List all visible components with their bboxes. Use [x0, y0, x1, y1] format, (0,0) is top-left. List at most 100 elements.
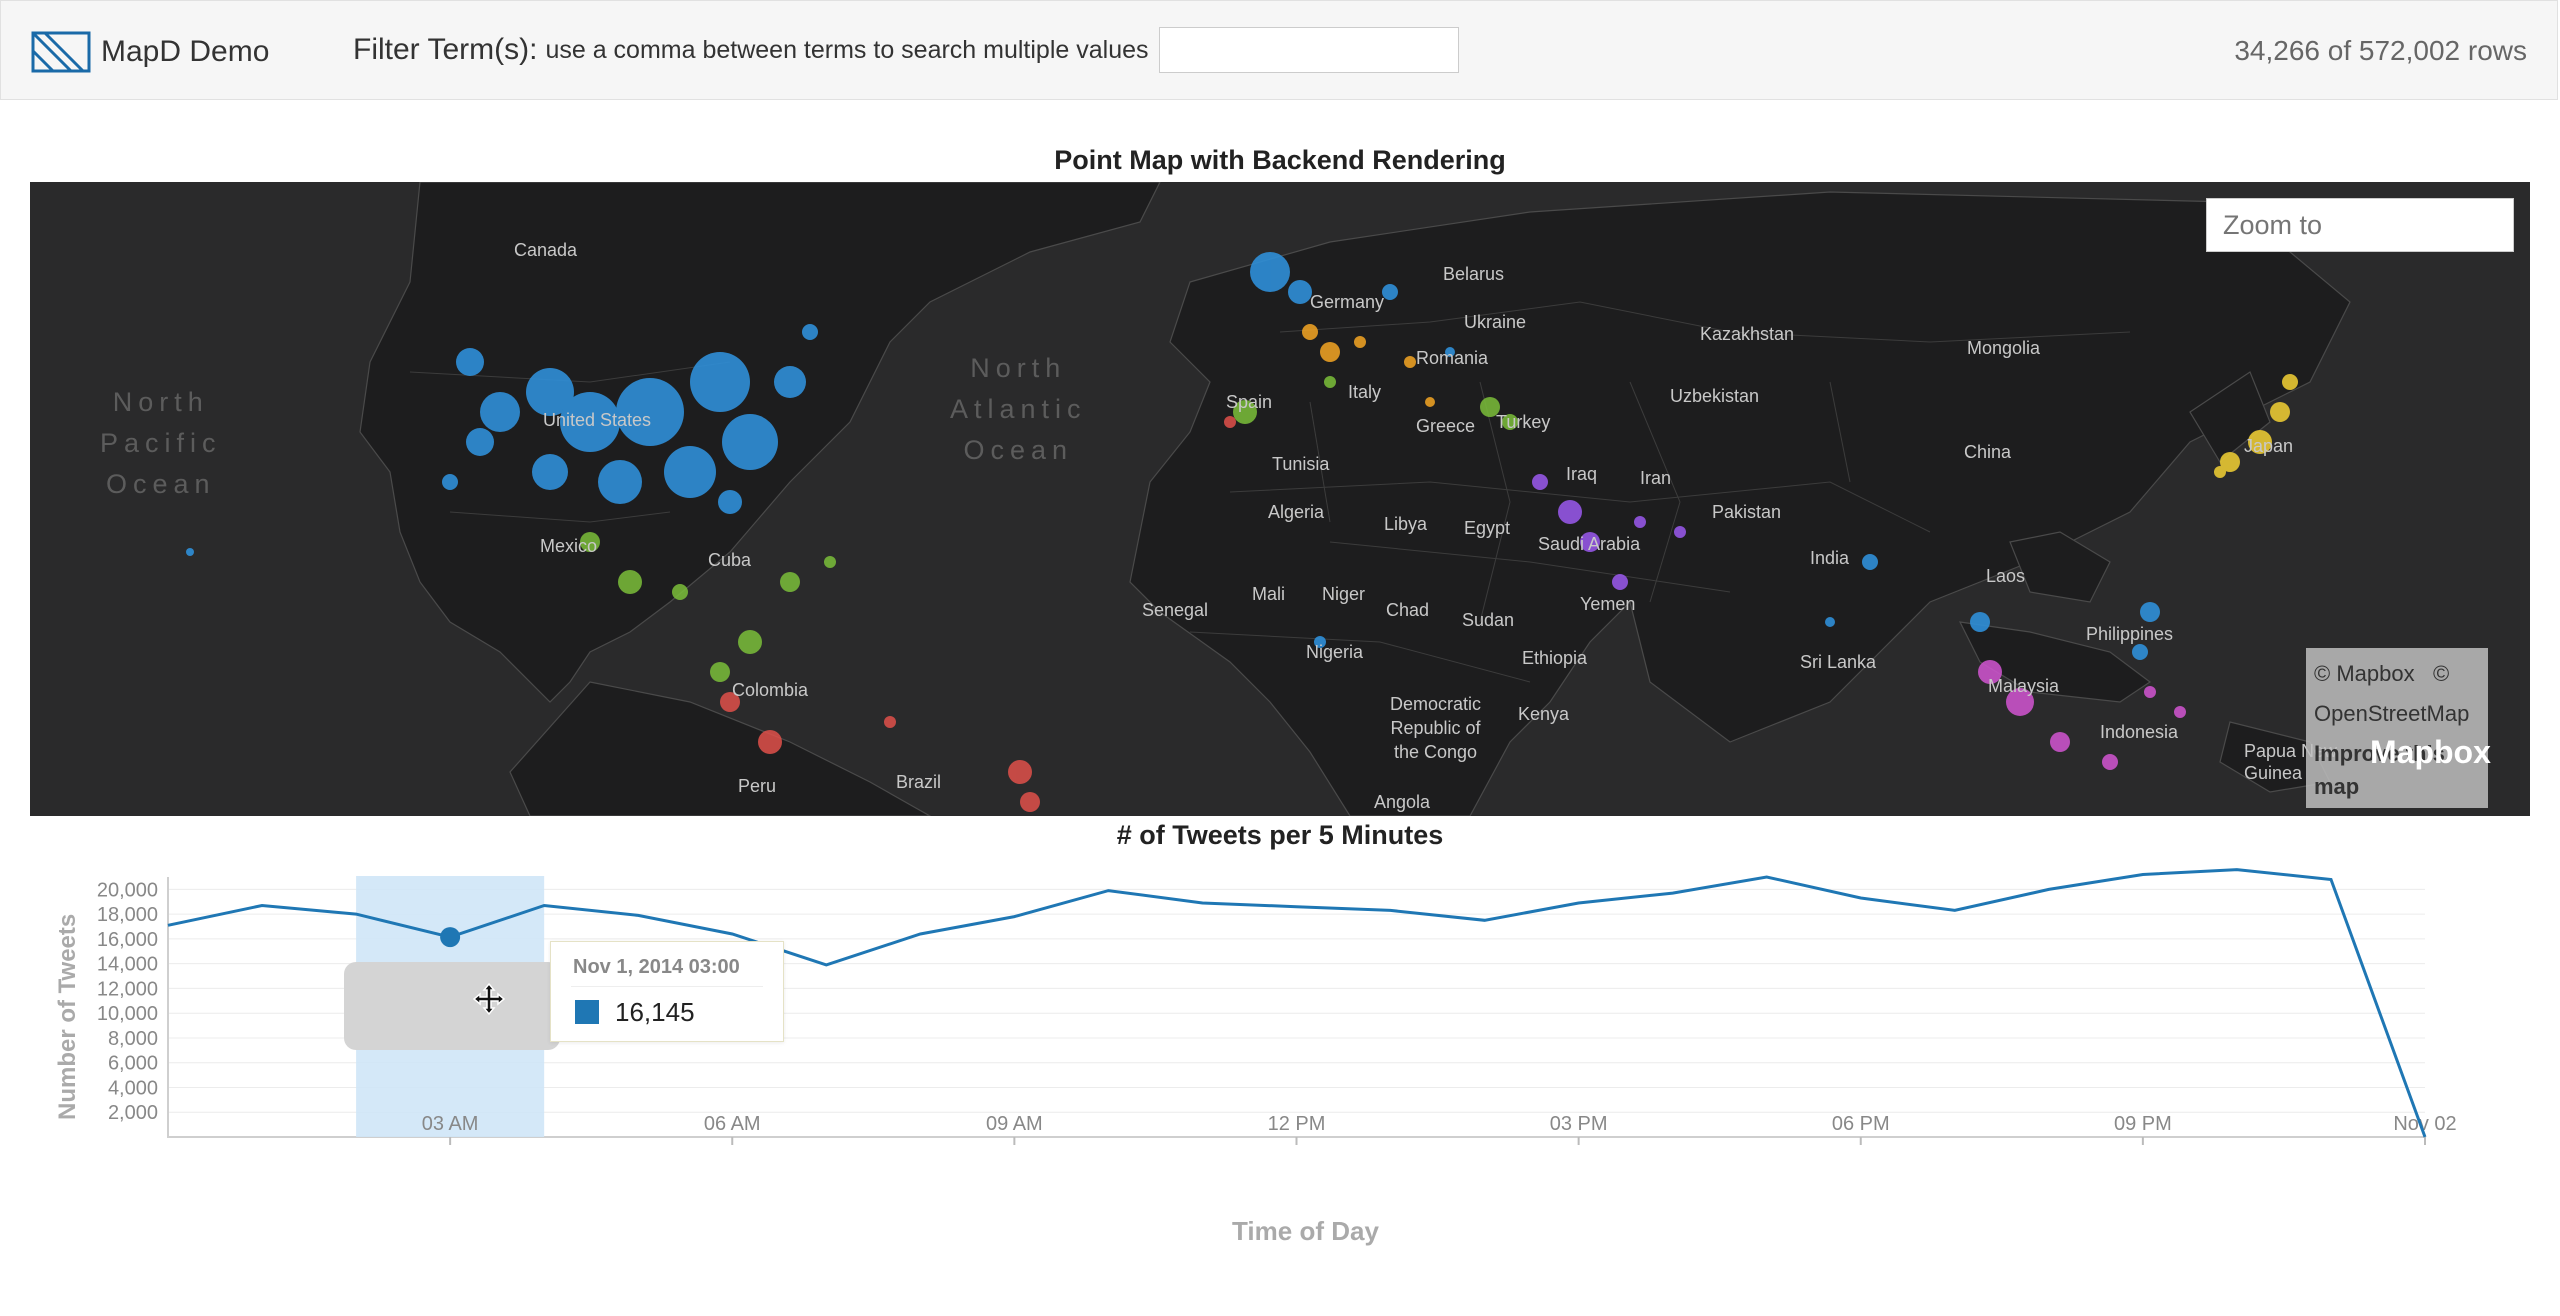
tooltip-value: 16,145 [615, 997, 695, 1027]
country-label: Canada [514, 240, 578, 260]
y-tick-label: 4,000 [108, 1077, 158, 1099]
attribution-map-word[interactable]: map [2314, 774, 2360, 799]
country-label: Philippines [2086, 624, 2174, 644]
y-tick-label: 16,000 [97, 929, 158, 951]
tooltip-date: Nov 1, 2014 03:00 [573, 956, 740, 978]
map-attribution: © Mapbox © OpenStreetMap Improve this ma… [2306, 648, 2488, 808]
attribution-mapbox-link[interactable]: © Mapbox [2314, 661, 2415, 686]
chart-title: # of Tweets per 5 Minutes [1116, 820, 1444, 850]
rows-count: 34,266 of 572,002 rows [2234, 35, 2527, 66]
country-label: Laos [1986, 566, 2026, 586]
country-label: Iraq [1566, 464, 1598, 484]
country-label: Japan [2244, 436, 2294, 456]
axis-line [167, 877, 2425, 1138]
country-label: Mexico [540, 536, 598, 556]
country-label: Kazakhstan [1700, 324, 1795, 344]
highlight-point[interactable] [440, 927, 461, 948]
country-label: Iran [1640, 468, 1672, 488]
ocean-label-north-atlantic: North Atlantic Ocean [950, 353, 1087, 465]
x-tick-label: Nov 02 [2393, 1113, 2456, 1135]
country-label: Uzbekistan [1670, 386, 1760, 406]
country-label: China [1964, 442, 2012, 462]
filter-label: Filter Term(s): [353, 33, 538, 66]
chart-tooltip: Nov 1, 2014 03:00 16,145 [550, 941, 784, 1042]
country-label: Sri Lanka [1800, 652, 1877, 672]
country-label: Brazil [896, 772, 942, 792]
ocean-label-north-pacific: North Pacific Ocean [100, 387, 222, 499]
country-label: Yemen [1580, 594, 1636, 614]
country-label: Spain [1226, 392, 1273, 412]
country-label: Romania [1416, 348, 1489, 368]
x-tick-label: 03 PM [1550, 1113, 1608, 1135]
country-label: Italy [1348, 382, 1382, 402]
country-label: Niger [1322, 584, 1366, 604]
country-label: Colombia [732, 680, 809, 700]
app-name: MapD Demo [101, 35, 270, 68]
y-tick-label: 20,000 [97, 879, 158, 901]
country-label: Egypt [1464, 518, 1511, 538]
y-tick-label: 12,000 [97, 978, 158, 1000]
x-tick-label: 12 PM [1268, 1113, 1326, 1135]
country-label: Sudan [1462, 610, 1515, 630]
tooltip-series-swatch [575, 1000, 599, 1024]
country-label: United States [543, 410, 652, 430]
country-label: Indonesia [2100, 722, 2179, 742]
country-label: Libya [1384, 514, 1428, 534]
country-label: Peru [738, 776, 777, 796]
country-label: Malaysia [1988, 676, 2060, 696]
mapbox-logo[interactable]: Mapbox [2370, 734, 2491, 770]
mapd-logo-icon [31, 31, 91, 73]
country-label: Senegal [1142, 600, 1209, 620]
move-cursor-icon [472, 982, 506, 1016]
country-label: Greece [1416, 416, 1476, 436]
country-label: Kenya [1518, 704, 1570, 724]
country-label: Mongolia [1967, 338, 2041, 358]
filter-input[interactable] [1158, 27, 1459, 73]
y-tick-label: 14,000 [97, 954, 158, 976]
zoom-to-input[interactable] [2206, 198, 2514, 252]
x-axis: 03 AM 06 AM 09 AM 12 PM 03 PM 06 PM 09 PM Nov 0… [422, 1113, 2457, 1145]
x-tick-label: 06 PM [1832, 1113, 1890, 1135]
y-tick-label: 2,000 [108, 1102, 158, 1124]
country-label: Algeria [1268, 502, 1325, 522]
x-tick-label: 09 PM [2114, 1113, 2172, 1135]
attribution-copyright: © [2432, 661, 2450, 686]
attribution-osm-link[interactable]: OpenStreetMap [2314, 701, 2470, 726]
country-label: Ukraine [1464, 312, 1527, 332]
country-label: Belarus [1443, 264, 1505, 284]
country-label: Democratic Republic of the Congo [1390, 694, 1482, 762]
point-map[interactable]: North Pacific Ocean North Atlantic Ocean… [30, 182, 2530, 816]
country-label: Saudi Arabia [1538, 534, 1641, 554]
country-label: Mali [1252, 584, 1286, 604]
x-tick-label: 03 AM [422, 1113, 479, 1135]
x-tick-label: 09 AM [986, 1113, 1043, 1135]
x-tick-label: 06 AM [704, 1113, 761, 1135]
filter-group: Filter Term(s): use a comma between term… [353, 27, 1459, 73]
country-label: Nigeria [1306, 642, 1364, 662]
y-tick-label: 6,000 [108, 1053, 158, 1075]
top-bar: MapD Demo Filter Term(s): use a comma be… [0, 0, 2558, 100]
map-title: Point Map with Backend Rendering [1054, 145, 1506, 175]
chart-x-axis-label: Time of Day [1232, 1216, 1379, 1246]
y-tick-label: 18,000 [97, 904, 158, 926]
country-label: Angola [1374, 792, 1431, 812]
brand[interactable]: MapD Demo [31, 31, 269, 73]
filter-help-text: use a comma between terms to search mult… [545, 35, 1149, 64]
y-tick-label: 10,000 [97, 1003, 158, 1025]
country-label: Tunisia [1272, 454, 1330, 474]
country-label: Ethiopia [1522, 648, 1588, 668]
y-tick-label: 8,000 [108, 1028, 158, 1050]
brush-drag-handle[interactable] [344, 962, 560, 1050]
country-label: Pakistan [1712, 502, 1782, 522]
country-label: Chad [1386, 600, 1430, 620]
attribution-improve-link[interactable]: Improve this [2314, 741, 2445, 766]
map-basemap [186, 182, 2351, 816]
series-line [167, 868, 2427, 1138]
country-label: Germany [1310, 292, 1385, 312]
tooltip-divider [571, 986, 763, 987]
country-label: Cuba [708, 550, 752, 570]
country-label: Turkey [1496, 412, 1551, 432]
country-label: India [1810, 548, 1850, 568]
